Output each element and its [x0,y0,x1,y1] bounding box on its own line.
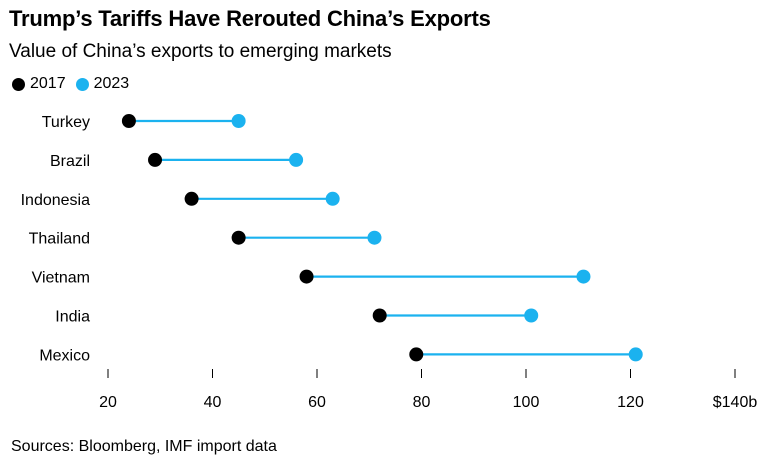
x-tick-label-100: 100 [513,394,540,411]
dot-2017-thailand [231,230,246,245]
x-tick-label-140: $140b [713,394,758,411]
dot-2017-indonesia [184,191,199,206]
category-label-turkey: Turkey [42,114,90,131]
source-note: Sources: Bloomberg, IMF import data [11,438,277,455]
legend-item-2023: 2023 [75,75,130,93]
category-label-brazil: Brazil [50,153,90,170]
category-label-thailand: Thailand [29,231,90,248]
dot-2017-vietnam [299,269,314,284]
category-label-mexico: Mexico [39,347,90,364]
legend: 2017 2023 [12,75,139,93]
x-tick-label-80: 80 [413,394,431,411]
legend-swatch-2023 [75,77,89,91]
category-label-vietnam: Vietnam [32,270,90,287]
legend-label-2023: 2023 [93,75,130,92]
dot-2017-turkey [121,114,136,128]
legend-item-2017: 2017 [12,75,66,93]
category-label-indonesia: Indonesia [21,192,90,209]
dot-2023-indonesia [325,191,340,206]
chart-subtitle: Value of China’s exports to emerging mar… [9,41,392,62]
dot-2023-thailand [367,230,382,245]
category-label-india: India [55,309,90,326]
chart-title: Trump’s Tariffs Have Rerouted China’s Ex… [9,6,491,31]
legend-swatch-2017 [12,77,25,91]
dot-2023-mexico [628,347,643,362]
dot-2023-india [524,308,539,323]
legend-label-2017: 2017 [30,75,66,92]
x-tick-label-60: 60 [308,394,326,411]
dot-2023-brazil [289,152,304,167]
x-tick-label-120: 120 [617,394,644,411]
dot-2023-turkey [231,114,246,128]
x-tick-label-40: 40 [204,394,222,411]
dot-2017-mexico [409,347,424,362]
dot-2023-vietnam [576,269,591,284]
dot-2017-brazil [148,152,163,167]
x-tick-label-20: 20 [99,394,117,411]
dot-2017-india [372,308,387,323]
